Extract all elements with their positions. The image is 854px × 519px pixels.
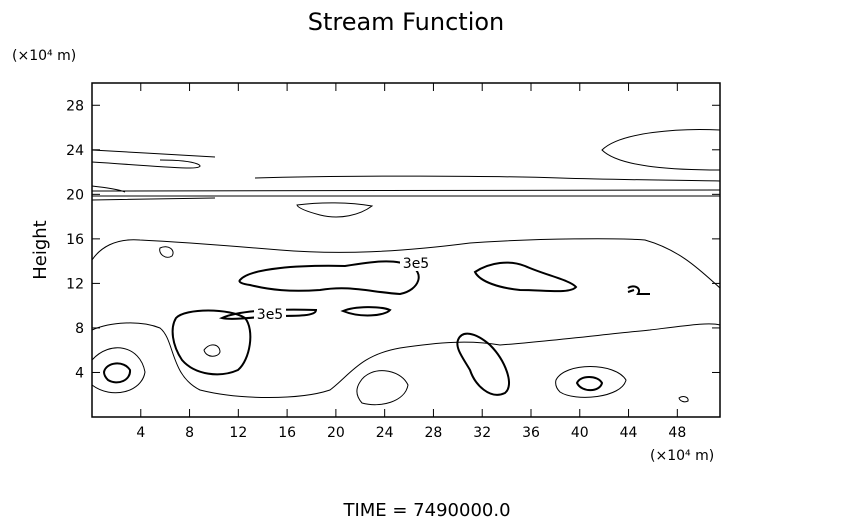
contour-label-bg xyxy=(254,308,286,322)
x-tick-label: 4 xyxy=(136,425,145,441)
contour-line xyxy=(627,285,650,295)
x-tick-label: 44 xyxy=(620,425,638,441)
contour-line xyxy=(296,202,374,218)
contour-line xyxy=(91,347,146,394)
contour-line xyxy=(91,159,201,169)
x-tick-label: 8 xyxy=(185,425,194,441)
x-tick-label: 20 xyxy=(327,425,345,441)
contour-line xyxy=(203,344,221,357)
contour-line xyxy=(356,370,409,406)
contour-line xyxy=(238,260,420,296)
x-tick-label: 28 xyxy=(425,425,443,441)
y-tick-label: 16 xyxy=(66,232,84,248)
contour-line xyxy=(91,149,216,158)
contour-line xyxy=(171,309,252,376)
x-tick-label: 12 xyxy=(229,425,247,441)
x-tick-label: 36 xyxy=(522,425,540,441)
contour-line xyxy=(91,185,721,193)
contours xyxy=(91,129,721,406)
y-tick-label: 12 xyxy=(66,276,84,292)
y-tick-label: 4 xyxy=(75,365,84,381)
plot-frame xyxy=(91,82,721,418)
x-tick-label: 24 xyxy=(376,425,394,441)
contour-line xyxy=(473,261,578,293)
contour-line xyxy=(678,396,689,403)
y-tick-label: 20 xyxy=(66,187,84,203)
x-tick-label: 40 xyxy=(571,425,589,441)
y-tick-label: 24 xyxy=(66,143,84,159)
contour-line xyxy=(340,306,392,317)
chart-title: Stream Function xyxy=(308,8,505,36)
x-tick-label: 16 xyxy=(278,425,296,441)
contour-label-bg xyxy=(400,257,432,271)
contour-label: 3e5 xyxy=(403,256,429,272)
contour-line xyxy=(159,246,174,258)
x-unit: (×10⁴ m) xyxy=(650,448,714,464)
contour-line xyxy=(555,366,627,398)
x-tick-label: 48 xyxy=(668,425,686,441)
y-unit: (×10⁴ m) xyxy=(12,48,76,64)
contour-line xyxy=(601,129,721,171)
y-label: Height xyxy=(30,220,51,280)
contour-line xyxy=(91,322,721,398)
contour-line xyxy=(102,362,132,384)
contour-line xyxy=(91,195,721,201)
footer: TIME = 7490000.0 xyxy=(342,500,510,519)
x-tick-label: 32 xyxy=(473,425,491,441)
contour-line xyxy=(91,238,721,289)
contour-label: 3e5 xyxy=(257,307,283,323)
y-tick-label: 28 xyxy=(66,98,84,114)
y-tick-label: 8 xyxy=(75,321,84,337)
contour-line xyxy=(254,175,721,182)
contour-line xyxy=(456,332,510,396)
contour-line xyxy=(575,376,604,392)
